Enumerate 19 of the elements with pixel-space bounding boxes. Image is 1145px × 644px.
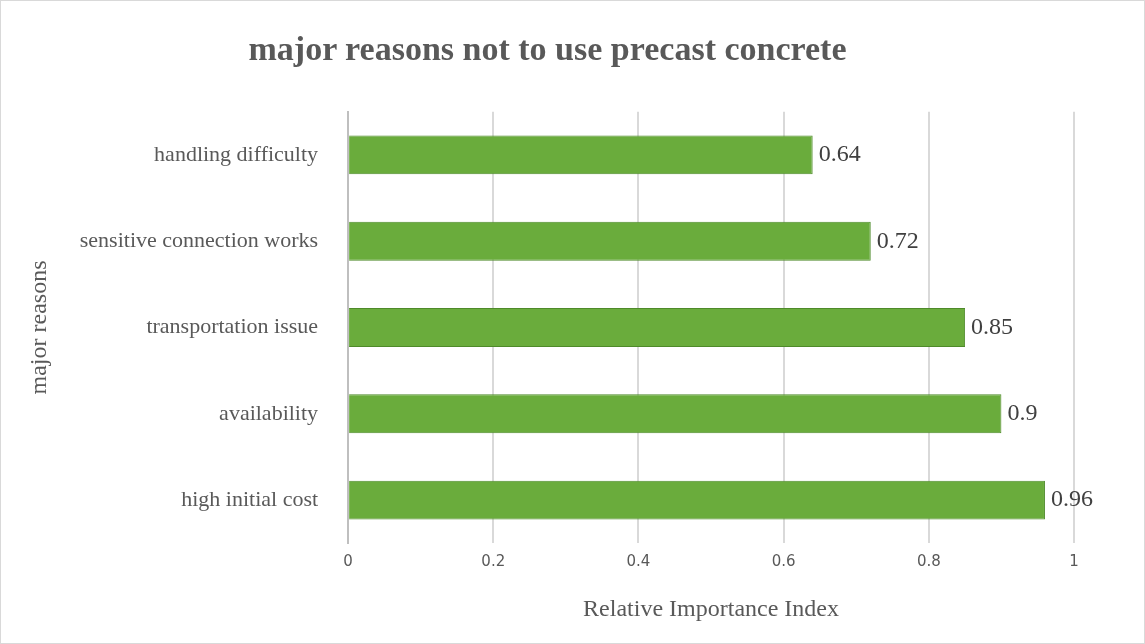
data-label: 0.96	[1050, 485, 1093, 512]
chart-title: major reasons not to use precast concrete	[248, 30, 847, 68]
x-tick-label: 0	[343, 552, 353, 571]
y-axis-title: major reasons	[24, 260, 51, 395]
x-tick-label: 0.6	[771, 552, 796, 571]
x-tick-label: 0.8	[916, 552, 941, 571]
data-label: 0.85	[971, 312, 1014, 339]
y-tick-label: high initial cost	[181, 485, 319, 511]
y-tick-label: handling difficulty	[154, 140, 319, 166]
data-label: 0.64	[818, 140, 861, 167]
x-tick-label: 0.4	[626, 552, 651, 571]
data-label: 0.9	[1007, 399, 1038, 426]
y-tick-label: availability	[219, 399, 319, 425]
x-axis-title: Relative Importance Index	[583, 594, 839, 621]
x-tick-label: 1	[1069, 552, 1079, 571]
data-label: 0.72	[876, 226, 919, 253]
y-tick-label: transportation issue	[146, 313, 319, 339]
y-tick-label: sensitive connection works	[79, 227, 319, 252]
x-tick-label: 0.2	[481, 552, 506, 571]
